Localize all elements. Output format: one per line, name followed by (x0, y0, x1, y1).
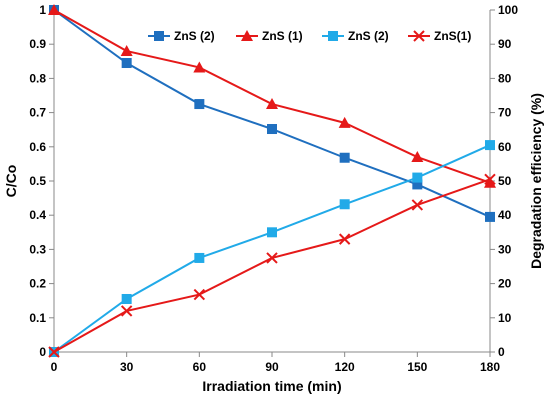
y-right-tick-label: 90 (498, 37, 512, 51)
legend-marker (328, 31, 338, 41)
y-right-tick-label: 10 (498, 311, 512, 325)
series-4-point (193, 288, 206, 301)
y-right-tick-label: 0 (498, 345, 505, 359)
legend-marker (241, 30, 253, 41)
series-4-point (120, 305, 133, 317)
legend-label: ZnS (2) (348, 29, 389, 43)
legend: ZnS (2) ZnS (1) ZnS (2) ZnS(1) (148, 29, 471, 43)
x-tick-label: 0 (51, 360, 58, 374)
series-3-point (121, 293, 132, 304)
x-tick-label: 60 (193, 360, 207, 374)
series-4-point (484, 173, 496, 185)
series-3-line (53, 144, 491, 353)
series-1-point (194, 99, 205, 110)
series-3-point (485, 140, 495, 151)
y-right-tick-label: 30 (498, 242, 512, 256)
series-1-point (121, 58, 132, 69)
legend-label: ZnS(1) (434, 29, 471, 43)
x-axis-title: Irradiation time (min) (202, 378, 341, 394)
x-tick-label: 90 (265, 360, 279, 374)
right-axis-title: Degradation efficiency (%) (528, 93, 544, 269)
y-right-tick-label: 40 (498, 208, 512, 222)
series-2-point (120, 45, 133, 57)
ticks: 0 30 60 90 120 150 18000.10.20.30.40.50.60.70.… (29, 3, 518, 374)
y-right-tick-label: 70 (498, 106, 512, 120)
y-right-tick-label: 100 (498, 3, 518, 17)
series-4-point (48, 346, 60, 358)
series-4-point (266, 252, 278, 264)
series-3-point (194, 252, 205, 263)
series-3-point (412, 172, 423, 183)
y-left-tick-label: 0 (39, 345, 46, 359)
series-3-point (267, 227, 277, 238)
axes (53, 10, 491, 353)
series-2-point (266, 98, 278, 110)
y-right-tick-label: 20 (498, 277, 512, 291)
legend-label: ZnS (2) (174, 29, 215, 43)
series-1-point (267, 124, 277, 135)
series-2-point (484, 176, 496, 188)
legend-label: ZnS (1) (262, 29, 303, 43)
y-left-tick-label: 0.2 (29, 277, 46, 291)
series-1-point (485, 211, 495, 222)
y-left-tick-label: 0.3 (29, 242, 46, 256)
series-3-point (339, 199, 350, 210)
y-right-tick-label: 60 (498, 140, 512, 154)
series-4-point (338, 233, 351, 245)
series-4 (48, 173, 496, 358)
series-4-point (411, 199, 424, 211)
y-left-tick-label: 0.5 (29, 174, 46, 188)
left-axis-title: C/Co (3, 165, 19, 198)
y-left-tick-label: 0.6 (29, 140, 46, 154)
series-2 (48, 4, 496, 188)
series-2-point (411, 151, 424, 163)
y-left-tick-label: 0.1 (29, 311, 46, 325)
legend-marker (154, 31, 164, 41)
y-left-tick-label: 0.7 (29, 106, 46, 120)
y-right-tick-label: 50 (498, 174, 512, 188)
y-left-tick-label: 0.9 (29, 37, 46, 51)
series-1-point (412, 179, 423, 190)
x-tick-label: 150 (407, 360, 427, 374)
y-right-tick-label: 80 (498, 71, 512, 85)
series-1-point (339, 152, 350, 163)
series-group (48, 4, 496, 358)
series-2-point (48, 4, 60, 15)
x-tick-label: 120 (335, 360, 355, 374)
legend-marker (413, 30, 425, 42)
series-2-point (338, 116, 351, 128)
y-left-tick-label: 0.4 (29, 208, 46, 222)
series-3 (49, 140, 495, 357)
x-tick-label: 30 (120, 360, 134, 374)
y-left-tick-label: 0.8 (29, 71, 46, 85)
series-4-line (53, 178, 491, 353)
y-left-tick-label: 1 (39, 3, 46, 17)
series-2-point (193, 61, 206, 73)
x-tick-label: 180 (480, 360, 500, 374)
